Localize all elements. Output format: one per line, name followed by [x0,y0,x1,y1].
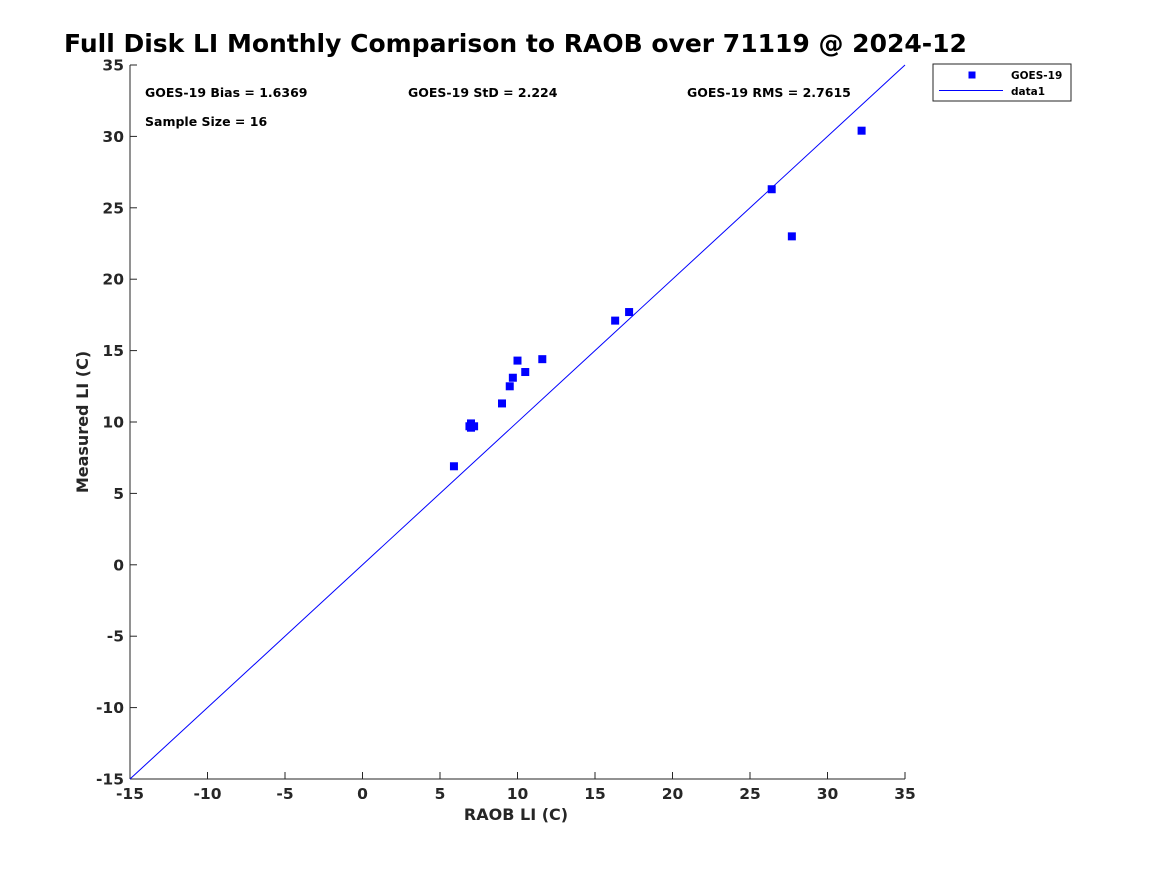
chart-title: Full Disk LI Monthly Comparison to RAOB … [64,29,967,58]
sample-size-annotation: Sample Size = 16 [145,114,267,129]
legend: GOES-19 data1 [932,63,1072,102]
scatter-point [470,422,479,431]
scatter-point [767,185,776,194]
rms-annotation: GOES-19 RMS = 2.7615 [687,85,851,100]
x-tick-label: -10 [193,785,221,803]
bias-annotation: GOES-19 Bias = 1.6369 [145,85,307,100]
scatter-point [508,373,517,382]
y-tick-label: 35 [102,57,124,75]
std-annotation: GOES-19 StD = 2.224 [408,85,558,100]
legend-label-data1: data1 [1011,86,1045,98]
scatter-point [538,355,547,364]
y-tick-label: -10 [96,699,124,717]
x-tick-label: 30 [817,785,839,803]
scatter-point [521,368,530,377]
scatter-point [505,382,514,391]
x-tick-label: 25 [739,785,761,803]
y-tick-label: -5 [107,628,124,646]
x-tick-label: 0 [357,785,368,803]
x-tick-label: 35 [894,785,916,803]
series-lines [129,64,906,780]
y-tick-label: 25 [102,199,124,217]
y-tick-label: 5 [113,485,124,503]
y-tick-label: 30 [102,128,124,146]
scatter-point [513,356,522,365]
series-points [449,126,866,471]
scatter-point [611,316,620,325]
plot-area: -15 -10 -5 0 5 10 15 20 25 30 35 -15 -10 -5 0 5 10 15 20 2… [96,57,916,804]
scatter-point [498,399,506,408]
y-ticks: -15 -10 -5 0 5 10 15 20 25 30 35 [96,57,137,789]
x-tick-label: 5 [435,785,446,803]
x-tick-label: 20 [662,785,684,803]
scatter-point [787,232,796,241]
y-tick-label: 10 [102,414,124,432]
y-tick-label: 20 [102,271,124,289]
y-tick-label: 0 [113,556,124,574]
x-tick-label: -15 [116,785,144,803]
x-tick-label: 10 [507,785,529,803]
y-tick-label: -15 [96,771,124,789]
legend-label-goes19: GOES-19 [1011,70,1062,82]
x-tick-label: 15 [584,785,606,803]
legend-box [932,63,1072,102]
scatter-point [449,462,458,471]
line-data1 [129,64,906,780]
scatter-point [625,308,634,317]
y-tick-label: 15 [102,342,124,360]
scatter-point [465,422,474,431]
x-axis-label: RAOB LI (C) [464,805,568,824]
scatter-point [857,126,866,135]
x-ticks: -15 -10 -5 0 5 10 15 20 25 30 35 [116,772,916,803]
y-axis-label: Measured LI (C) [73,351,92,493]
x-tick-label: -5 [276,785,293,803]
legend-marker-goes19 [968,71,976,79]
